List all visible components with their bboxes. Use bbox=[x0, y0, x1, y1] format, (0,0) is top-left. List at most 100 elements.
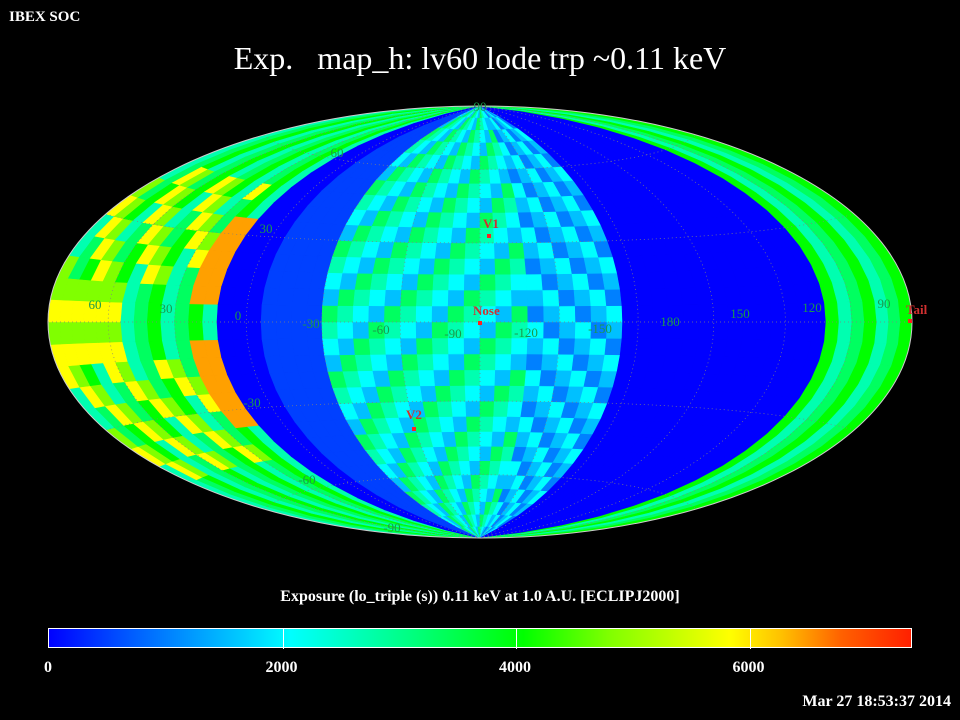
exposure-cell bbox=[422, 400, 440, 418]
exposure-cell bbox=[261, 338, 280, 357]
exposure-cell bbox=[697, 321, 715, 340]
exposure-cell bbox=[275, 304, 293, 323]
longitude-line bbox=[479, 106, 786, 538]
exposure-cell bbox=[120, 301, 136, 323]
exposure-cell bbox=[368, 305, 386, 323]
exposure-cell bbox=[650, 338, 669, 356]
latitude-label: 90 bbox=[474, 99, 487, 114]
exposure-cell bbox=[526, 337, 544, 355]
exposure-cell bbox=[354, 354, 374, 372]
exposure-cell bbox=[466, 212, 481, 228]
exposure-cell bbox=[606, 305, 623, 323]
exposure-cell bbox=[448, 258, 466, 275]
exposure-cell bbox=[260, 321, 278, 340]
exposure-cell bbox=[353, 289, 371, 307]
exposure-cell bbox=[479, 400, 495, 417]
exposure-cell bbox=[467, 445, 481, 462]
exposure-cell bbox=[339, 272, 359, 290]
longitude-line bbox=[174, 106, 481, 538]
exposure-cell bbox=[399, 321, 417, 339]
exposure-cell bbox=[464, 369, 481, 386]
exposure-cell bbox=[447, 289, 465, 307]
exposure-cell bbox=[450, 400, 467, 417]
exposure-cell bbox=[431, 305, 449, 323]
exposure-cell bbox=[682, 321, 700, 340]
exposure-cell bbox=[120, 321, 136, 343]
longitude-line bbox=[479, 106, 639, 538]
longitude-label: 120 bbox=[802, 300, 822, 315]
exposure-cell bbox=[479, 242, 496, 259]
exposure-cell bbox=[188, 303, 205, 323]
exposure-cell bbox=[82, 321, 98, 344]
exposure-cell bbox=[682, 304, 700, 323]
exposure-cell bbox=[494, 258, 512, 275]
exposure-cell bbox=[495, 353, 512, 371]
exposure-cell bbox=[495, 273, 512, 291]
exposure-cell bbox=[370, 273, 389, 291]
exposure-cell bbox=[337, 305, 354, 323]
exposure-cell bbox=[438, 416, 455, 433]
exposure-cell bbox=[467, 183, 481, 199]
exposure-cell bbox=[849, 321, 865, 343]
exposure-cell bbox=[291, 288, 310, 306]
longitude-line bbox=[107, 106, 481, 538]
exposure-cell bbox=[621, 321, 639, 339]
exposure-cell bbox=[433, 257, 451, 275]
exposure-cell bbox=[454, 197, 469, 213]
exposure-cell bbox=[291, 338, 310, 356]
exposure-cell bbox=[400, 337, 418, 355]
exposure-cell bbox=[275, 321, 293, 340]
exposure-cell bbox=[420, 385, 438, 402]
longitude-line bbox=[479, 106, 715, 538]
exposure-cell bbox=[337, 337, 356, 356]
exposure-cell bbox=[573, 289, 592, 307]
exposure-cell bbox=[797, 321, 814, 342]
exposure-cell bbox=[604, 288, 623, 307]
marker-v2-label: V2 bbox=[406, 407, 422, 422]
exposure-cell bbox=[556, 273, 575, 291]
colorbar-tick bbox=[516, 629, 518, 649]
exposure-cell bbox=[509, 257, 527, 275]
exposure-cell bbox=[492, 416, 508, 432]
exposure-cell bbox=[494, 369, 512, 386]
exposure-cell bbox=[508, 385, 526, 402]
exposure-cell bbox=[559, 321, 576, 339]
exposure-cell bbox=[384, 305, 401, 323]
exposure-cell bbox=[526, 289, 544, 307]
exposure-cell bbox=[432, 273, 450, 291]
exposure-cell bbox=[95, 321, 111, 343]
longitude-line bbox=[245, 106, 481, 538]
exposure-cell bbox=[464, 258, 481, 275]
org-label: IBEX SOC bbox=[9, 9, 81, 25]
longitude-label: -120 bbox=[514, 325, 538, 340]
latitude-label: 30 bbox=[260, 221, 273, 236]
exposure-cell bbox=[510, 273, 528, 291]
exposure-cell bbox=[400, 289, 418, 307]
exposure-cell bbox=[452, 416, 468, 432]
exposure-cell bbox=[511, 305, 529, 323]
exposure-cell bbox=[665, 338, 684, 357]
exposure-cell bbox=[837, 321, 853, 343]
exposure-cell bbox=[559, 305, 576, 323]
colorbar-tick-label: 6000 bbox=[732, 659, 765, 676]
marker-tail-label: Tail bbox=[906, 302, 928, 317]
exposure-cell bbox=[589, 337, 607, 355]
exposure-cell bbox=[405, 241, 424, 259]
exposure-cell bbox=[245, 321, 263, 340]
exposure-cell bbox=[385, 353, 404, 371]
exposure-cell bbox=[146, 321, 163, 342]
exposure-cell bbox=[454, 431, 469, 447]
exposure-cell bbox=[276, 338, 295, 357]
exposure-cell bbox=[399, 305, 417, 323]
exposure-cell bbox=[479, 431, 494, 447]
exposure-cell bbox=[436, 226, 454, 244]
longitude-label: -30 bbox=[302, 316, 319, 331]
exposure-cell bbox=[491, 197, 506, 213]
exposure-cell bbox=[434, 242, 452, 259]
exposure-cell bbox=[456, 445, 470, 462]
exposure-cell bbox=[574, 305, 592, 323]
longitude-label: -90 bbox=[444, 326, 461, 341]
exposure-cell bbox=[337, 321, 354, 339]
exposure-cell bbox=[384, 289, 402, 307]
